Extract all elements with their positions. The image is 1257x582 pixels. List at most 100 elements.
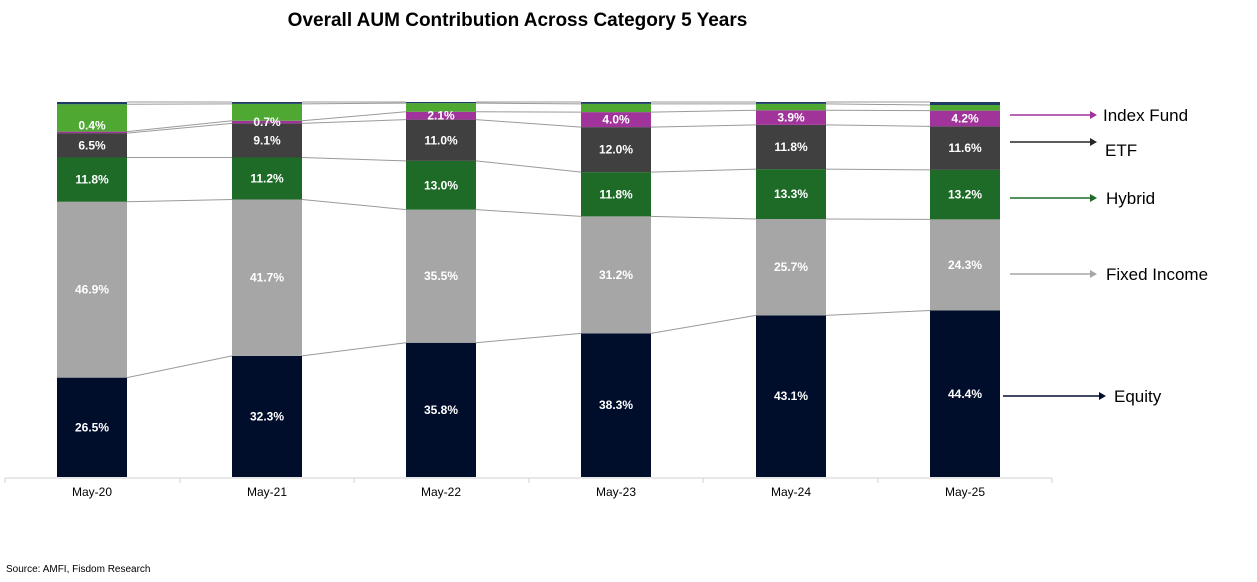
bar-segment-fixed-income-may-25 [930, 219, 1000, 311]
connector-line [301, 342, 407, 357]
legend-arrowhead-icon [1090, 270, 1097, 278]
bar-segment-hybrid-may-21 [232, 157, 302, 200]
connector-line [301, 157, 407, 162]
bar-segment-hybrid-may-23 [581, 172, 651, 217]
connector-line [650, 215, 757, 220]
bar-segment-top-may-25 [930, 102, 1000, 105]
bar-segment-hybrid-may-25 [930, 169, 1000, 220]
bar-segment-etf-may-21 [232, 123, 302, 158]
connector-line [825, 168, 931, 171]
bar-segment-equity-may-23 [581, 333, 651, 477]
legend-label: Fixed Income [1106, 265, 1208, 284]
data-label: 46.9% [75, 283, 109, 297]
legend-arrowhead-icon [1099, 392, 1106, 400]
data-label: 3.9% [777, 111, 805, 125]
bar-segment-top-may-20 [57, 102, 127, 105]
bar-segment-etf-may-23 [581, 127, 651, 173]
connector-line [301, 119, 407, 124]
connector-line [650, 109, 757, 113]
connector-line [650, 124, 757, 128]
connector-line [475, 160, 582, 173]
data-labels: 26.5% 46.9% 11.8% 6.5% 0.4% 32.3% 41.7% 11.2% 9.… [75, 109, 982, 435]
data-label: 26.5% [75, 420, 109, 434]
data-label: 38.3% [599, 398, 633, 412]
connector-line [301, 111, 407, 122]
data-label: 11.8% [774, 140, 808, 154]
bar-segment-equity-may-25 [930, 310, 1000, 477]
connector-line [126, 120, 233, 133]
bar-segment-fixed-income-may-24 [756, 219, 826, 316]
x-tick-label: May-25 [945, 485, 985, 499]
stacked-bar-chart: 26.5% 46.9% 11.8% 6.5% 0.4% 32.3% 41.7% 11.2% 9.… [4, 101, 1208, 499]
connector-line [301, 102, 407, 105]
bar-segment-hybrid-may-22 [406, 160, 476, 210]
bar-segment-equity-may-22 [406, 342, 476, 477]
bar-segment-fixed-income-may-20 [57, 201, 127, 378]
connector-line [475, 332, 582, 344]
connector-line [825, 310, 931, 316]
chart-title: Overall AUM Contribution Across Category… [287, 10, 748, 31]
bar-segment-index-fund-may-23 [581, 112, 651, 128]
connector-lines [126, 101, 931, 379]
bar-segment-top-may-22 [406, 102, 476, 104]
connector-line [650, 314, 757, 334]
connector-line [126, 355, 233, 379]
data-label: 11.6% [948, 141, 982, 155]
bar-segment-index-fund-may-21 [232, 120, 302, 124]
bar-segment-others-may-23 [581, 103, 651, 113]
bar-segment-hybrid-may-20 [57, 157, 127, 202]
data-label: 11.0% [424, 133, 458, 147]
legend-label: Hybrid [1106, 189, 1155, 208]
x-tick-label: May-20 [72, 485, 112, 499]
data-label: 35.8% [424, 403, 458, 417]
bar-segment-equity-may-21 [232, 355, 302, 477]
legend-label: Equity [1114, 387, 1162, 406]
connector-line [650, 168, 757, 173]
legend-arrowhead-icon [1090, 111, 1097, 119]
connector-line [825, 103, 931, 106]
x-tick-label: May-23 [596, 485, 636, 499]
data-label: 2.1% [427, 109, 455, 123]
data-label: 12.0% [599, 143, 633, 157]
bar-segment-others-may-20 [57, 104, 127, 132]
legend-label: Index Fund [1103, 106, 1188, 125]
legend-label: ETF [1105, 141, 1137, 160]
bar-segment-etf-may-22 [406, 119, 476, 161]
bar-segment-top-may-21 [232, 102, 302, 104]
bar-segment-fixed-income-may-22 [406, 209, 476, 343]
data-label: 9.1% [253, 133, 281, 147]
data-label: 44.4% [948, 387, 982, 401]
connector-line [301, 199, 407, 211]
bar-segment-equity-may-24 [756, 315, 826, 477]
data-label: 4.2% [951, 112, 979, 126]
bar-segment-etf-may-25 [930, 126, 1000, 170]
data-label: 0.4% [78, 119, 106, 133]
bar-segment-others-may-21 [232, 103, 302, 121]
legend: Index Fund ETF Hybrid Fixed Income Equity [1003, 106, 1208, 406]
bar-segment-hybrid-may-24 [756, 169, 826, 219]
bars [57, 102, 1000, 477]
data-label: 0.7% [253, 115, 281, 129]
bar-segment-others-may-25 [930, 105, 1000, 111]
data-label: 13.3% [774, 187, 808, 201]
data-label: 11.8% [75, 173, 109, 187]
data-label: 32.3% [250, 409, 284, 423]
bar-segment-index-fund-may-25 [930, 110, 1000, 127]
bar-segment-fixed-income-may-21 [232, 199, 302, 356]
data-label: 25.7% [774, 260, 808, 274]
connector-line [126, 199, 233, 203]
connector-line [126, 122, 233, 134]
bar-segment-index-fund-may-22 [406, 111, 476, 120]
source-note: Source: AMFI, Fisdom Research [6, 564, 151, 575]
bar-segment-others-may-24 [756, 103, 826, 111]
data-label: 13.0% [424, 178, 458, 192]
data-label: 31.2% [599, 268, 633, 282]
data-label: 11.2% [250, 172, 284, 186]
bar-segment-top-may-24 [756, 102, 826, 104]
data-label: 24.3% [948, 258, 982, 272]
data-label: 41.7% [250, 271, 284, 285]
connector-line [475, 119, 582, 128]
data-label: 35.5% [424, 269, 458, 283]
connector-line [475, 102, 582, 105]
bar-segment-others-may-22 [406, 103, 476, 112]
